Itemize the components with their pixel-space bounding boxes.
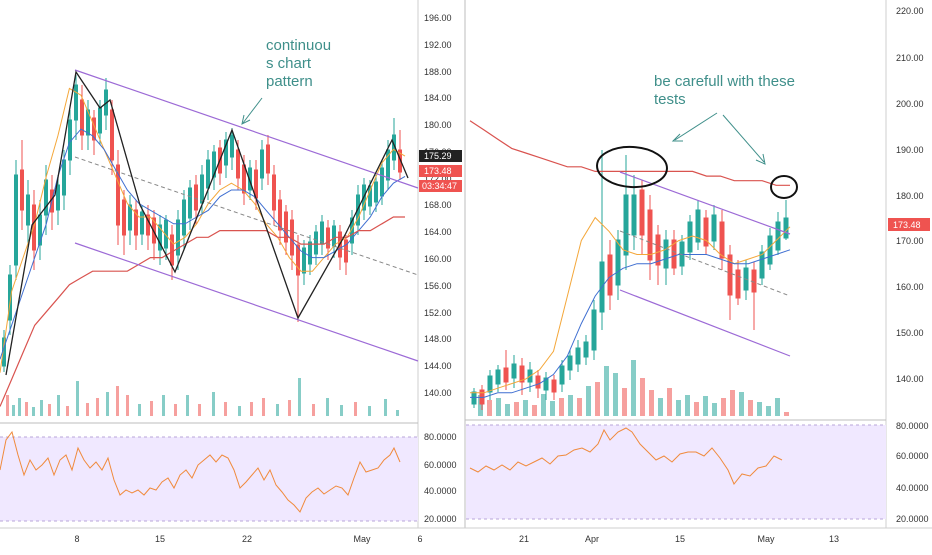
left-volume-bars bbox=[6, 378, 399, 416]
right-badge-current-price bbox=[888, 218, 930, 231]
right-badge-current-price-text: 173.48 bbox=[893, 220, 921, 230]
left-rsi-tick: 60.0000 bbox=[424, 460, 457, 470]
left-price-tick: 148.00 bbox=[424, 334, 452, 344]
left-rsi-band bbox=[0, 437, 418, 521]
right-price-tick: 210.00 bbox=[896, 53, 924, 63]
right-rsi-tick: 40.0000 bbox=[896, 483, 929, 493]
left-annotation-arrow bbox=[242, 97, 263, 124]
right-volume-bars bbox=[478, 360, 789, 416]
left-rsi-axis: 80.0000 60.0000 40.0000 20.0000 bbox=[424, 432, 457, 524]
right-ma-red bbox=[469, 120, 790, 186]
left-price-tick: 184.00 bbox=[424, 93, 452, 103]
right-date-tick: May bbox=[757, 534, 775, 544]
left-price-tick: 156.00 bbox=[424, 281, 452, 291]
left-channel-lower bbox=[74, 242, 419, 362]
left-annotation-arrowhead bbox=[241, 114, 251, 125]
right-rsi-band bbox=[466, 425, 886, 519]
right-price-tick: 180.00 bbox=[896, 191, 924, 201]
right-rsi-tick: 20.0000 bbox=[896, 514, 929, 524]
right-annotation-arrowhead-2 bbox=[755, 153, 766, 165]
badge-countdown bbox=[419, 180, 462, 192]
right-annotation-arrow-1 bbox=[674, 112, 718, 141]
left-price-tick: 144.00 bbox=[424, 361, 452, 371]
right-annotation-arrowhead-1 bbox=[671, 133, 683, 142]
left-price-tick: 172.00 bbox=[424, 174, 452, 184]
right-annotation-arrow-2 bbox=[722, 114, 765, 163]
left-rsi-tick: 80.0000 bbox=[424, 432, 457, 442]
left-date-tick: 15 bbox=[155, 534, 165, 544]
right-rsi-tick: 60.0000 bbox=[896, 451, 929, 461]
left-date-axis: 8 15 22 May 6 bbox=[74, 534, 422, 544]
right-ma-orange bbox=[470, 216, 791, 394]
left-annotation-line1: continuou bbox=[266, 37, 331, 54]
left-price-tick: 140.00 bbox=[424, 388, 452, 398]
left-zigzag-pattern bbox=[5, 70, 409, 376]
test-circle-1 bbox=[596, 145, 668, 189]
left-annotation-line2: s chart bbox=[266, 55, 312, 72]
left-candles bbox=[2, 75, 402, 372]
right-date-tick: 21 bbox=[519, 534, 529, 544]
right-channel-lower bbox=[619, 289, 791, 357]
badge-last-price bbox=[419, 150, 462, 162]
right-rsi-line bbox=[469, 427, 783, 485]
right-price-tick: 160.00 bbox=[896, 282, 924, 292]
right-price-tick: 220.00 bbox=[896, 6, 924, 16]
right-rsi-axis: 80.0000 60.0000 40.0000 20.0000 bbox=[896, 421, 929, 524]
left-channel-upper bbox=[74, 69, 419, 189]
left-annotation-line3: pattern bbox=[266, 73, 313, 90]
badge-current-price-text: 173.48 bbox=[424, 166, 452, 176]
left-date-tick: 6 bbox=[417, 534, 422, 544]
left-date-tick: 22 bbox=[242, 534, 252, 544]
badge-last-price-text: 175.29 bbox=[424, 151, 452, 161]
right-annotation-line1: be carefull with these bbox=[654, 73, 795, 90]
left-price-tick: 196.00 bbox=[424, 13, 452, 23]
right-price-tick: 140.00 bbox=[896, 374, 924, 384]
right-price-axis: 220.00 210.00 200.00 190.00 180.00 170.0… bbox=[896, 6, 924, 384]
left-price-tick: 160.00 bbox=[424, 254, 452, 264]
right-date-tick: Apr bbox=[585, 534, 599, 544]
left-rsi-tick: 20.0000 bbox=[424, 514, 457, 524]
left-rsi-tick: 40.0000 bbox=[424, 486, 457, 496]
left-price-tick: 152.00 bbox=[424, 308, 452, 318]
left-rsi-line bbox=[0, 430, 401, 513]
right-price-tick: 200.00 bbox=[896, 99, 924, 109]
left-price-tick: 192.00 bbox=[424, 40, 452, 50]
left-price-tick: 168.00 bbox=[424, 200, 452, 210]
badge-current-price bbox=[419, 165, 462, 177]
right-date-tick: 13 bbox=[829, 534, 839, 544]
right-annotation-line2: tests bbox=[654, 91, 686, 108]
right-rsi-tick: 80.0000 bbox=[896, 421, 929, 431]
badge-countdown-text: 03:34:47 bbox=[422, 181, 457, 191]
right-ma-blue bbox=[470, 249, 791, 398]
right-date-tick: 15 bbox=[675, 534, 685, 544]
left-price-tick: 188.00 bbox=[424, 67, 452, 77]
left-date-tick: May bbox=[353, 534, 371, 544]
right-price-tick: 190.00 bbox=[896, 145, 924, 155]
right-price-tick: 170.00 bbox=[896, 236, 924, 246]
left-price-tick: 164.00 bbox=[424, 227, 452, 237]
right-channel-upper bbox=[619, 171, 791, 235]
right-date-axis: 21 Apr 15 May 13 bbox=[519, 534, 839, 544]
left-date-tick: 8 bbox=[74, 534, 79, 544]
left-ma-blue bbox=[0, 128, 406, 360]
left-channel-mid bbox=[74, 156, 419, 276]
left-price-tick: 180.00 bbox=[424, 120, 452, 130]
test-circle-2 bbox=[770, 175, 798, 199]
right-price-tick: 150.00 bbox=[896, 328, 924, 338]
left-price-axis: 196.00 192.00 188.00 184.00 180.00 176.0… bbox=[424, 13, 452, 398]
right-channel-mid bbox=[619, 230, 791, 297]
left-ma-red bbox=[0, 216, 405, 407]
